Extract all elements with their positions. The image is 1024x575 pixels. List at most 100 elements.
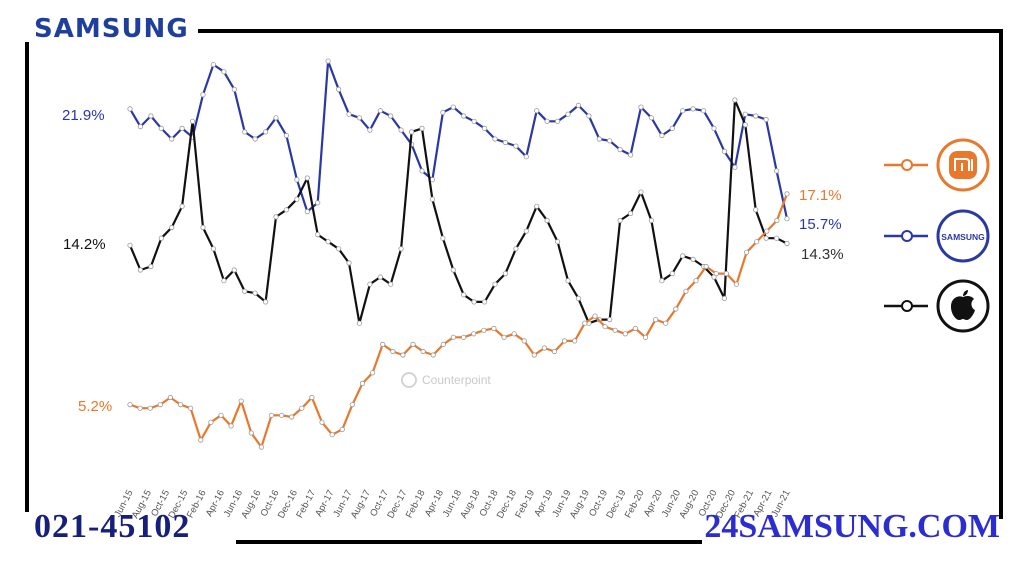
- xiaomi-end-label: 17.1%: [799, 187, 842, 204]
- xiaomi-point-5: [177, 401, 184, 408]
- apple-point-39: [534, 203, 540, 209]
- apple-point-5: [179, 203, 185, 209]
- xiaomi-point-54: [673, 306, 679, 312]
- xiaomi-point-8: [208, 419, 214, 425]
- frame-right-rule: [999, 29, 1003, 519]
- samsung-point-38: [523, 154, 529, 160]
- xiaomi-point-43: [561, 338, 568, 344]
- samsung-point-9: [221, 69, 227, 75]
- samsung-point-58: [732, 164, 738, 170]
- apple-point-40: [544, 217, 550, 224]
- apple-series-line: [128, 98, 788, 325]
- xiaomi-point-50: [632, 325, 639, 332]
- apple-point-41: [554, 239, 561, 245]
- samsung-point-20: [335, 86, 342, 93]
- samsung-point-37: [513, 143, 519, 149]
- apple-point-33: [471, 299, 477, 305]
- apple-point-49: [638, 189, 644, 195]
- apple-point-28: [419, 125, 425, 131]
- xiaomi-point-31: [440, 341, 446, 347]
- apple-point-27: [408, 129, 415, 135]
- apple-point-13: [262, 299, 269, 305]
- samsung-end-label: 15.7%: [799, 216, 842, 233]
- xiaomi-point-20: [329, 432, 335, 438]
- samsung-point-31: [450, 104, 456, 110]
- legend-apple-dot: [901, 300, 913, 312]
- legend-xiaomi: [884, 138, 990, 192]
- samsung-point-5: [179, 125, 185, 131]
- xiaomi-point-60: [733, 281, 740, 287]
- xiaomi-point-42: [551, 348, 558, 355]
- samsung-point-62: [773, 168, 780, 174]
- xiaomi-point-51: [642, 334, 649, 340]
- xiaomi-point-28: [410, 341, 416, 347]
- samsung-point-57: [721, 148, 728, 154]
- xiaomi-point-24: [369, 370, 376, 376]
- samsung-logo-text: SAMSUNG: [941, 232, 985, 242]
- samsung-point-50: [648, 115, 655, 121]
- apple-point-1: [137, 267, 143, 273]
- samsung-point-53: [680, 108, 686, 114]
- frame-top-rule: [198, 29, 1002, 33]
- samsung-point-22: [356, 115, 362, 121]
- xiaomi-point-30: [430, 352, 436, 358]
- samsung-point-10: [231, 86, 237, 93]
- samsung-point-16: [294, 177, 300, 183]
- xiaomi-point-63: [764, 228, 770, 234]
- xiaomi-point-2: [147, 405, 153, 411]
- samsung-point-52: [669, 125, 675, 131]
- samsung-point-51: [659, 132, 665, 139]
- website-link[interactable]: 24SAMSUNG.COM: [704, 508, 1000, 545]
- xiaomi-point-64: [774, 217, 780, 224]
- apple-point-57: [721, 295, 728, 301]
- xiaomi-point-48: [612, 327, 618, 333]
- xiaomi-point-65: [784, 191, 790, 197]
- xiaomi-point-29: [420, 348, 426, 355]
- apple-point-35: [492, 281, 498, 287]
- apple-point-51: [659, 278, 665, 284]
- samsung-point-63: [784, 216, 790, 222]
- samsung-point-30: [440, 109, 446, 116]
- apple-point-11: [242, 288, 248, 294]
- apple-point-48: [627, 210, 634, 216]
- apple-point-21: [346, 260, 352, 266]
- apple-end-label: 14.3%: [801, 246, 844, 263]
- samsung-point-44: [586, 113, 592, 119]
- xiaomi-point-7: [198, 437, 204, 443]
- xiaomi-point-4: [167, 394, 173, 401]
- xiaomi-point-16: [289, 414, 295, 420]
- apple-point-15: [283, 207, 289, 213]
- xiaomi-point-35: [481, 327, 487, 333]
- samsung-point-55: [700, 108, 707, 114]
- apple-logo-leaf: [963, 290, 968, 296]
- apple-point-18: [315, 232, 321, 238]
- xiaomi-point-38: [511, 331, 517, 337]
- samsung-logo-icon: [936, 209, 990, 263]
- apple-point-58: [732, 97, 738, 103]
- xiaomi-point-3: [157, 401, 163, 408]
- xiaomi-point-62: [754, 239, 760, 245]
- apple-point-23: [367, 281, 373, 287]
- apple-point-38: [523, 228, 529, 234]
- apple-point-30: [440, 235, 446, 241]
- xiaomi-point-32: [450, 334, 456, 340]
- xiaomi-point-36: [491, 325, 497, 332]
- frame-bottom-rule: [236, 540, 702, 544]
- apple-point-7: [200, 224, 206, 231]
- phone-number: 021-45102: [34, 508, 191, 545]
- xiaomi-point-45: [582, 320, 588, 326]
- xiaomi-point-17: [299, 405, 305, 411]
- samsung-point-19: [325, 58, 331, 64]
- xiaomi-point-49: [622, 331, 628, 337]
- xiaomi-point-19: [319, 419, 325, 425]
- apple-point-32: [461, 292, 467, 298]
- samsung-point-12: [252, 136, 258, 142]
- xiaomi-point-53: [663, 320, 669, 326]
- xiaomi-point-55: [683, 288, 689, 294]
- xiaomi-point-59: [723, 270, 730, 277]
- xiaomi-point-41: [541, 345, 548, 351]
- apple-point-24: [377, 274, 383, 280]
- apple-point-2: [148, 263, 154, 270]
- samsung-point-1: [137, 124, 143, 130]
- apple-point-12: [252, 290, 258, 296]
